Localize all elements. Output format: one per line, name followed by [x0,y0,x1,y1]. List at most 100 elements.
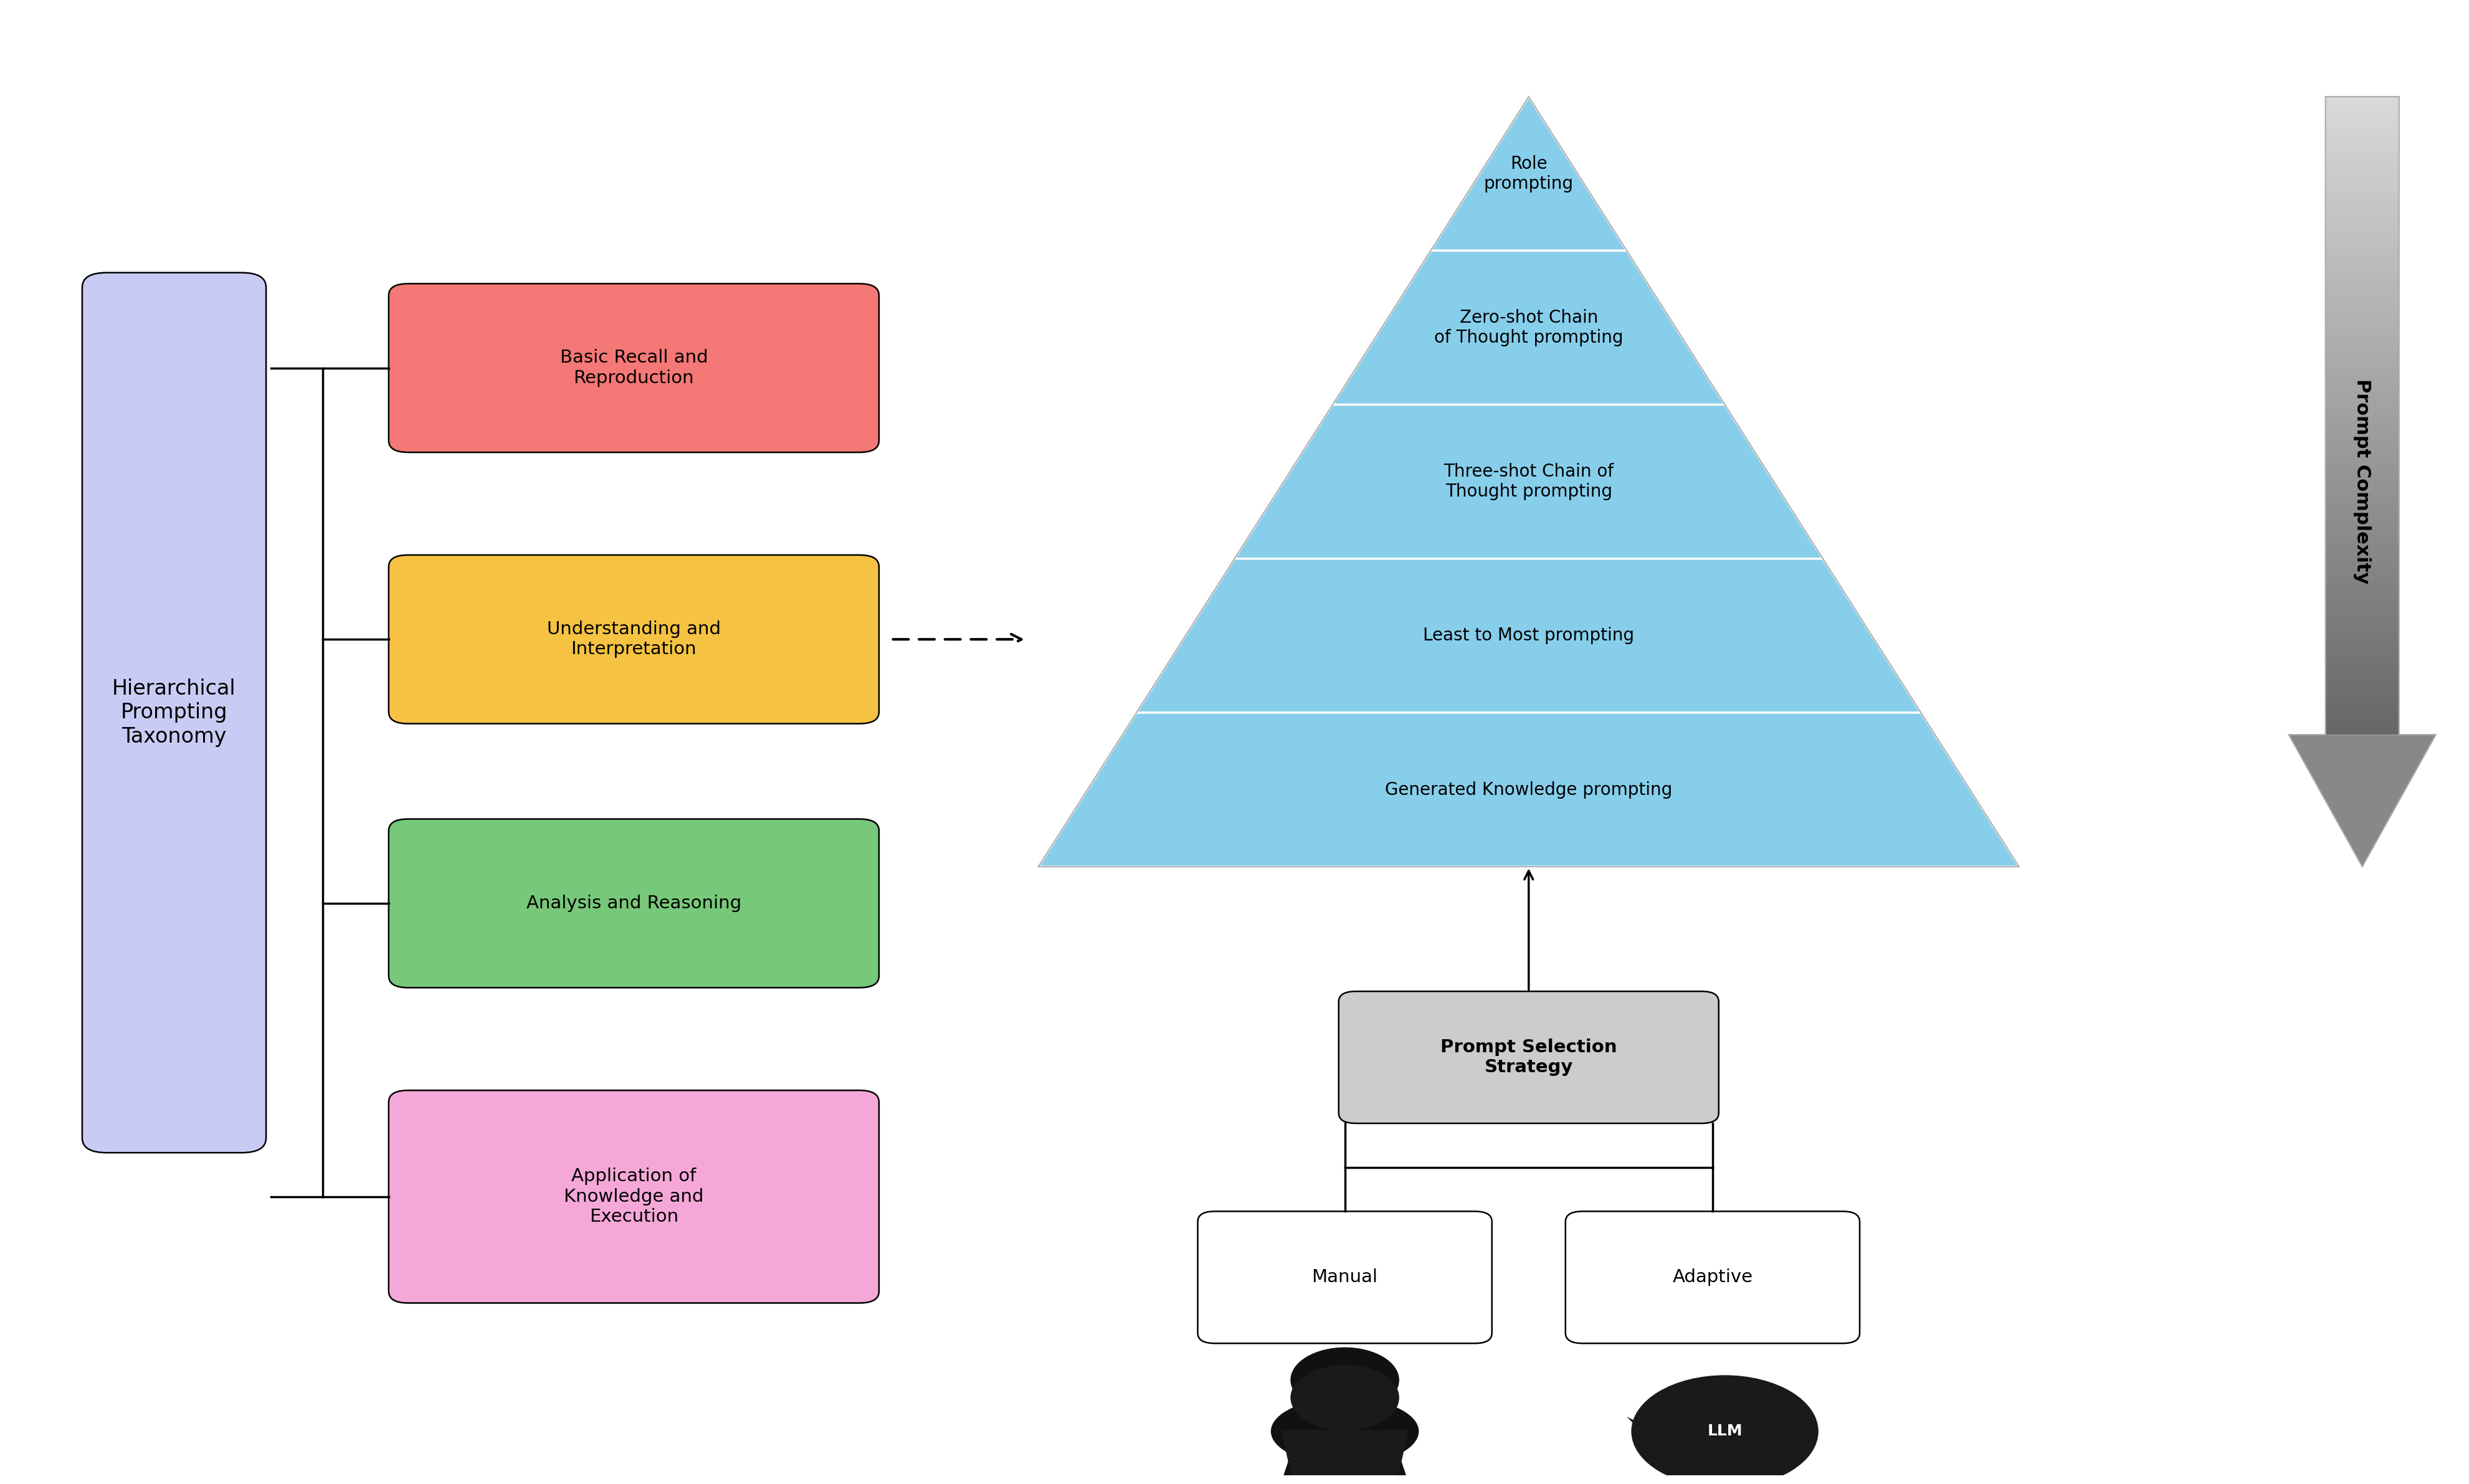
Polygon shape [2326,429,2400,435]
Polygon shape [1136,558,1921,712]
Polygon shape [2326,709,2400,715]
Polygon shape [2326,640,2400,646]
Polygon shape [2326,307,2400,313]
Polygon shape [2326,620,2400,626]
Polygon shape [1234,405,1822,558]
Polygon shape [2326,212,2400,218]
Polygon shape [2326,537,2400,543]
Polygon shape [2326,263,2400,269]
Polygon shape [2326,703,2400,709]
Polygon shape [2326,626,2400,632]
Polygon shape [2326,466,2400,473]
Polygon shape [2326,588,2400,594]
Polygon shape [2326,326,2400,332]
Polygon shape [2326,441,2400,448]
Polygon shape [2326,479,2400,485]
FancyBboxPatch shape [388,283,879,453]
Polygon shape [2326,729,2400,735]
Polygon shape [2326,505,2400,512]
Polygon shape [2326,390,2400,396]
Polygon shape [2326,332,2400,340]
Polygon shape [2326,677,2400,684]
Text: LLM: LLM [1706,1423,1743,1439]
Polygon shape [2326,321,2400,326]
Polygon shape [2326,562,2400,568]
Polygon shape [2326,421,2400,429]
Polygon shape [2326,396,2400,402]
Circle shape [1632,1376,1817,1484]
Polygon shape [1627,1417,1738,1480]
Polygon shape [2326,671,2400,677]
Text: Role
prompting: Role prompting [1484,154,1573,193]
Polygon shape [2326,186,2400,193]
Polygon shape [2326,651,2400,657]
Polygon shape [2326,613,2400,620]
Text: Hierarchical
Prompting
Taxonomy: Hierarchical Prompting Taxonomy [111,678,237,746]
Polygon shape [2326,402,2400,410]
Text: Least to Most prompting: Least to Most prompting [1422,626,1634,644]
Polygon shape [2326,594,2400,601]
Text: Prompt Complexity: Prompt Complexity [2353,378,2370,585]
Polygon shape [2326,556,2400,562]
Polygon shape [2326,460,2400,466]
Polygon shape [2326,607,2400,613]
Polygon shape [2326,205,2400,212]
Polygon shape [2326,384,2400,390]
Ellipse shape [1272,1398,1417,1465]
Polygon shape [2326,518,2400,524]
Polygon shape [2326,243,2400,249]
Polygon shape [2326,96,2400,102]
Polygon shape [2326,135,2400,141]
Polygon shape [2326,313,2400,321]
Text: Adaptive: Adaptive [1672,1269,1753,1287]
Polygon shape [2326,601,2400,607]
Polygon shape [2326,377,2400,384]
Polygon shape [2326,352,2400,358]
Polygon shape [2326,721,2400,729]
Polygon shape [2326,340,2400,346]
Polygon shape [2326,543,2400,549]
Polygon shape [2326,288,2400,294]
Polygon shape [2326,632,2400,640]
Polygon shape [2326,448,2400,454]
Polygon shape [2326,493,2400,499]
Polygon shape [2289,735,2437,867]
Text: Manual: Manual [1311,1269,1378,1287]
Polygon shape [2326,193,2400,199]
Polygon shape [1039,712,2020,867]
Polygon shape [2326,530,2400,537]
Text: Analysis and Reasoning: Analysis and Reasoning [526,895,741,913]
Polygon shape [2326,116,2400,122]
Polygon shape [2326,646,2400,651]
Polygon shape [2326,696,2400,703]
Polygon shape [2326,690,2400,696]
Polygon shape [2326,294,2400,301]
FancyBboxPatch shape [1338,991,1718,1123]
Polygon shape [1333,251,1726,405]
Polygon shape [2326,199,2400,205]
Polygon shape [2326,166,2400,174]
Polygon shape [2326,454,2400,460]
FancyBboxPatch shape [81,273,267,1153]
Polygon shape [2326,657,2400,665]
Polygon shape [2326,499,2400,505]
Polygon shape [2326,237,2400,243]
Polygon shape [1430,96,1627,251]
Polygon shape [2326,230,2400,237]
Polygon shape [2326,257,2400,263]
Polygon shape [2326,110,2400,116]
FancyBboxPatch shape [1565,1211,1859,1343]
Polygon shape [2326,512,2400,518]
Polygon shape [2326,276,2400,282]
Polygon shape [2326,568,2400,576]
PathPatch shape [1281,1431,1410,1484]
Polygon shape [2326,576,2400,582]
FancyBboxPatch shape [388,819,879,988]
Polygon shape [2326,269,2400,276]
Text: Three-shot Chain of
Thought prompting: Three-shot Chain of Thought prompting [1444,463,1615,500]
Circle shape [1291,1347,1400,1413]
Text: Generated Knowledge prompting: Generated Knowledge prompting [1385,781,1672,798]
Polygon shape [2326,154,2400,160]
Polygon shape [2326,122,2400,129]
Polygon shape [1276,1453,1412,1484]
